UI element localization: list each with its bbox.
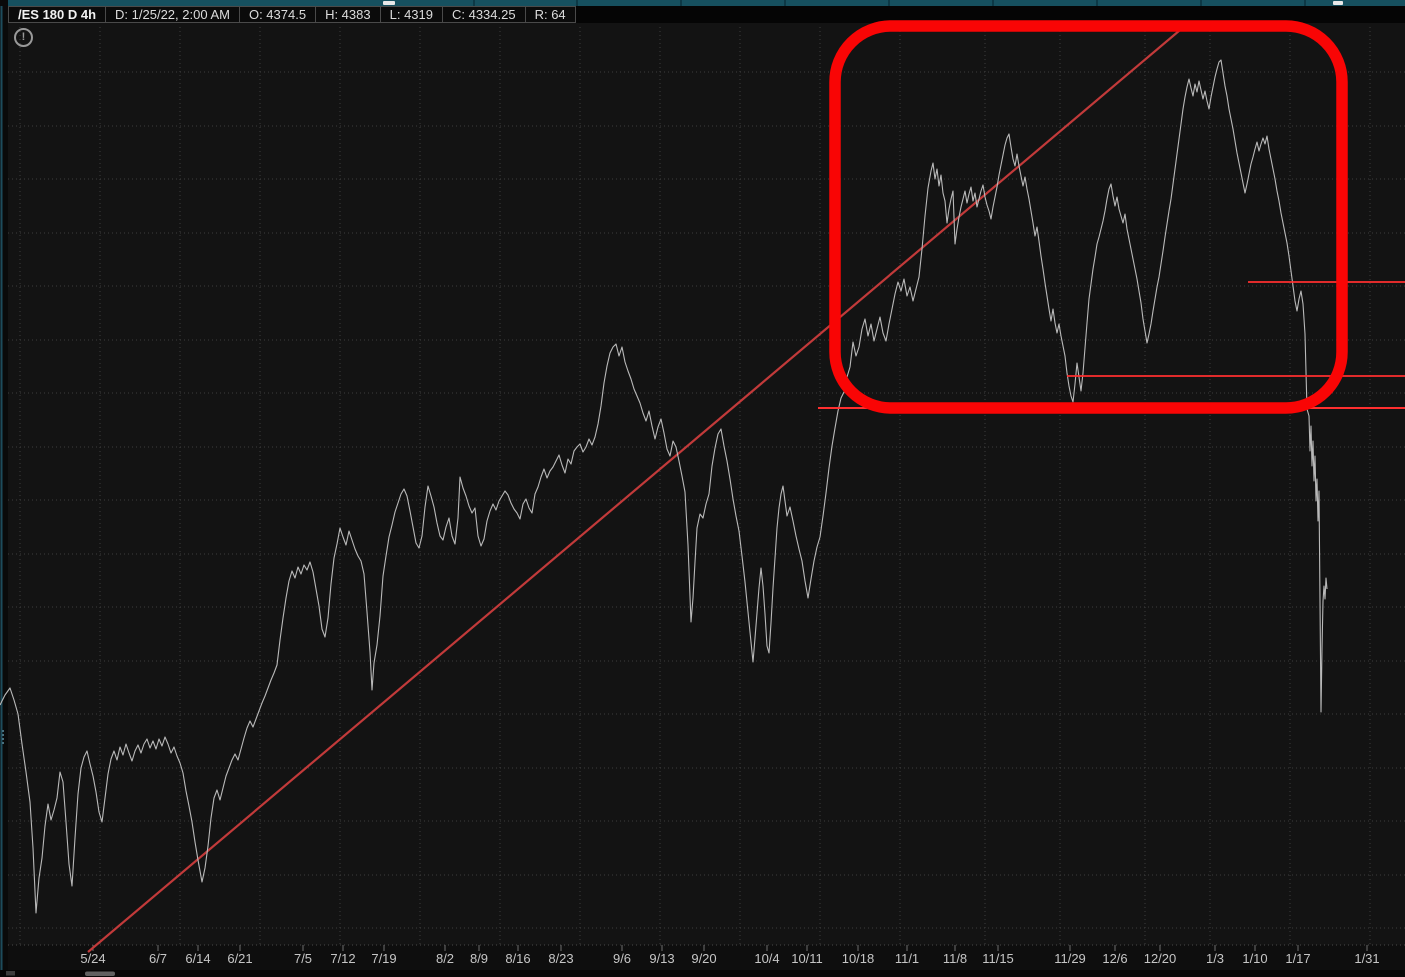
x-axis-label: 6/14	[185, 951, 211, 966]
x-axis-label: 12/6	[1102, 951, 1128, 966]
header-field-close: C: 4334.25	[442, 6, 526, 23]
header-field-date: D: 1/25/22, 2:00 AM	[106, 6, 240, 23]
x-axis-label: 9/13	[649, 951, 675, 966]
top-strip-tick	[473, 0, 475, 6]
x-axis-label: 11/29	[1054, 951, 1086, 966]
x-axis-label: 7/19	[371, 951, 397, 966]
x-axis-label: 11/1	[894, 951, 920, 966]
x-axis-label: 8/16	[505, 951, 531, 966]
price-line[interactable]	[0, 59, 1328, 914]
symbol-title[interactable]: /ES 180 D 4h	[8, 6, 107, 23]
x-axis-label: 7/12	[330, 951, 356, 966]
info-alert-icon[interactable]: !	[14, 28, 33, 47]
x-axis-label: 8/9	[469, 951, 489, 966]
bottom-corner-icon	[6, 971, 15, 976]
top-strip-tick	[576, 0, 578, 6]
x-axis-label: 10/11	[791, 951, 823, 966]
top-strip-tick	[1200, 0, 1202, 6]
left-window-edge	[0, 0, 8, 977]
x-axis-label: 11/8	[942, 951, 968, 966]
header-field-low: L: 4319	[380, 6, 443, 23]
plot-background	[8, 23, 1405, 945]
top-strip-tick	[680, 0, 682, 6]
bottom-scrollbar-thumb[interactable]	[85, 971, 115, 977]
header-field-open: O: 4374.5	[239, 6, 317, 23]
x-axis-label: 6/7	[148, 951, 168, 966]
x-axis-label: 9/6	[612, 951, 632, 966]
axis-background	[8, 945, 1405, 970]
header-field-range: R: 64	[525, 6, 576, 23]
x-axis-label: 1/31	[1354, 951, 1380, 966]
x-axis-label: 6/21	[227, 951, 253, 966]
top-strip-tick	[1096, 0, 1098, 6]
x-axis-label: 1/3	[1205, 951, 1225, 966]
x-axis-label: 9/20	[691, 951, 717, 966]
x-axis-label: 1/17	[1285, 951, 1311, 966]
x-axis-label: 12/20	[1143, 951, 1177, 966]
top-strip-tick	[1304, 0, 1306, 6]
header-field-high: H: 4383	[316, 6, 381, 23]
x-axis-label: 11/15	[982, 951, 1014, 966]
trend-line[interactable]	[87, 24, 1187, 953]
x-axis-label: 7/5	[293, 951, 313, 966]
top-strip-thumb[interactable]	[383, 1, 395, 5]
x-axis-label: 5/24	[80, 951, 106, 966]
top-strip-thumb[interactable]	[1333, 1, 1343, 5]
x-axis-label: 10/4	[754, 951, 780, 966]
highlight-annotation-box[interactable]	[829, 20, 1348, 414]
top-strip-tick	[888, 0, 890, 6]
window-top-scrollbar	[0, 0, 1405, 6]
x-axis-label: 8/23	[548, 951, 574, 966]
top-strip-tick	[992, 0, 994, 6]
x-axis-label: 8/2	[435, 951, 455, 966]
x-axis-label: 1/10	[1242, 951, 1268, 966]
chart-header: /ES 180 D 4h D: 1/25/22, 2:00 AM O: 4374…	[0, 6, 1405, 23]
x-axis-label: 10/18	[841, 951, 875, 966]
top-strip-tick	[784, 0, 786, 6]
bottom-scrollbar-track	[0, 970, 1405, 977]
